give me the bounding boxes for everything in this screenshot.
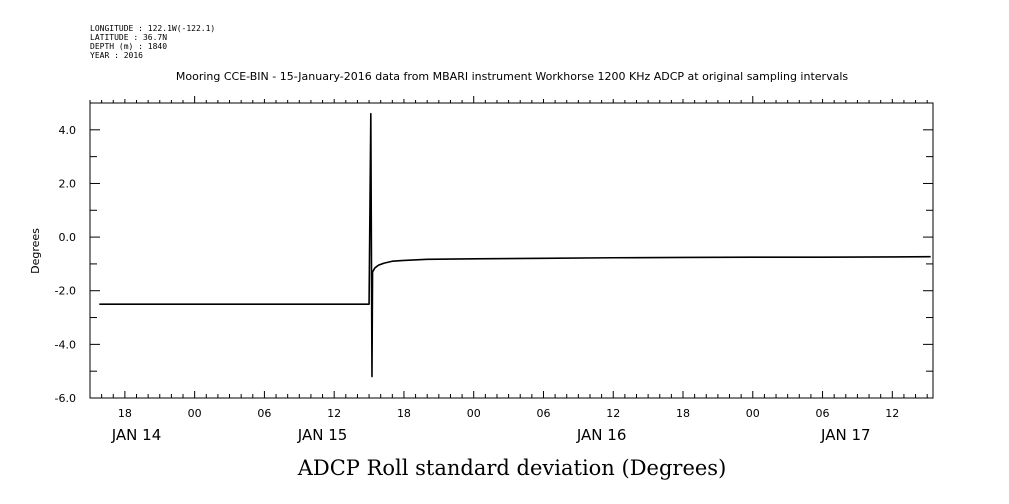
x-tick-label: 00 (467, 407, 481, 420)
x-tick-label: 12 (327, 407, 341, 420)
x-tick-label: 00 (746, 407, 760, 420)
x-date-label: JAN 17 (820, 426, 871, 444)
meta-longitude: LONGITUDE : 122.1W(-122.1) (90, 24, 215, 33)
meta-latitude: LATITUDE : 36.7N (90, 33, 167, 42)
y-axis: -6.0 -4.0 -2.0 0.0 2.0 4.0 (55, 102, 933, 405)
x-tick-label: 18 (397, 407, 411, 420)
x-axis: 18 00 06 12 18 00 06 12 18 00 06 12 JAN 14 JAN 15 JAN … (89, 96, 928, 444)
x-tick-label: 06 (536, 407, 550, 420)
y-tick-label: -6.0 (55, 392, 76, 405)
x-tick-label: 00 (188, 407, 202, 420)
y-tick-label: 0.0 (59, 231, 77, 244)
x-tick-label: 12 (606, 407, 620, 420)
x-date-label: JAN 15 (297, 426, 348, 444)
series-group (99, 112, 931, 378)
chart-title: Mooring CCE-BIN - 15-January-2016 data f… (176, 70, 848, 83)
x-axis-label: ADCP Roll standard deviation (Degrees) (297, 456, 727, 480)
meta-year: YEAR : 2016 (90, 51, 143, 60)
y-tick-label: -2.0 (55, 285, 76, 298)
y-axis-label: Degrees (29, 228, 42, 274)
x-tick-label: 12 (885, 407, 899, 420)
meta-depth: DEPTH (m) : 1840 (90, 42, 167, 51)
x-date-label: JAN 14 (111, 426, 162, 444)
series-line-0 (99, 112, 931, 378)
x-tick-label: 18 (118, 407, 132, 420)
x-tick-label: 18 (676, 407, 690, 420)
metadata-block: LONGITUDE : 122.1W(-122.1) LATITUDE : 36… (90, 24, 215, 60)
x-date-label: JAN 16 (576, 426, 627, 444)
x-tick-label: 06 (816, 407, 830, 420)
plot-frame (89, 102, 934, 399)
y-tick-label: 4.0 (59, 124, 77, 137)
x-tick-label: 06 (257, 407, 271, 420)
y-tick-label: -4.0 (55, 338, 76, 351)
y-tick-label: 2.0 (59, 177, 77, 190)
